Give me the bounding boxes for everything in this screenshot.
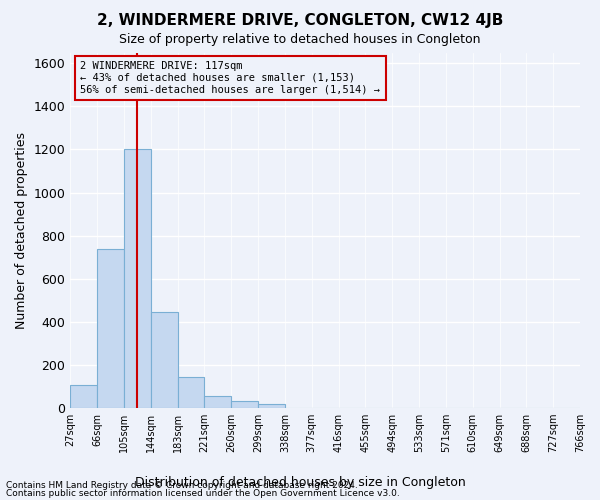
Bar <box>151 312 178 408</box>
Bar <box>178 378 205 408</box>
Bar <box>258 404 285 408</box>
Text: 2, WINDERMERE DRIVE, CONGLETON, CW12 4JB: 2, WINDERMERE DRIVE, CONGLETON, CW12 4JB <box>97 12 503 28</box>
Text: Contains HM Land Registry data © Crown copyright and database right 2024.: Contains HM Land Registry data © Crown c… <box>6 481 358 490</box>
Text: Size of property relative to detached houses in Congleton: Size of property relative to detached ho… <box>119 32 481 46</box>
Bar <box>124 150 151 408</box>
Bar <box>70 385 97 408</box>
Bar <box>97 249 124 408</box>
Text: 2 WINDERMERE DRIVE: 117sqm
← 43% of detached houses are smaller (1,153)
56% of s: 2 WINDERMERE DRIVE: 117sqm ← 43% of deta… <box>80 62 380 94</box>
Bar <box>205 396 231 408</box>
Text: Distribution of detached houses by size in Congleton: Distribution of detached houses by size … <box>134 476 466 489</box>
Text: Contains public sector information licensed under the Open Government Licence v3: Contains public sector information licen… <box>6 488 400 498</box>
Y-axis label: Number of detached properties: Number of detached properties <box>15 132 28 329</box>
Bar <box>231 401 258 408</box>
